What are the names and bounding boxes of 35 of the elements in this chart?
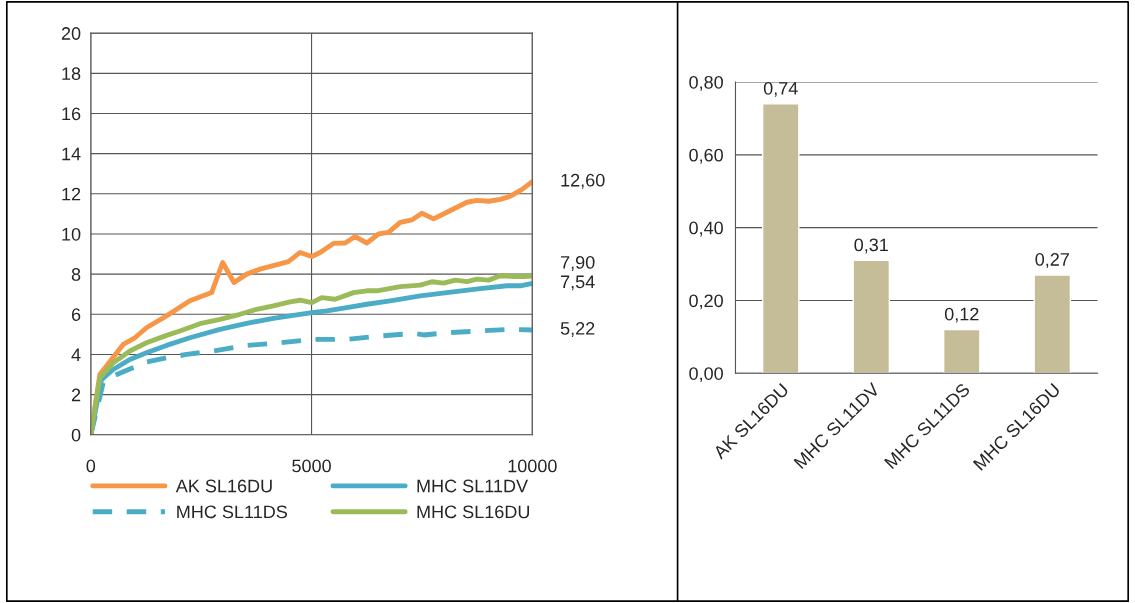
y-tick-label: 14 [62,147,81,161]
y-tick-label: 0,80 [689,75,723,91]
y-tick-label: 6 [71,308,81,321]
y-tick-label: 4 [71,348,81,361]
y-tick-label: 0,40 [689,221,723,237]
y-tick-label: 0 [71,428,81,442]
y-tick-label: 18 [62,67,81,81]
x-tick-label: 5000 [292,459,331,473]
legend-label: MHC SL11DV [417,479,528,493]
y-tick-label: 12 [62,187,81,201]
data-label: 12,60 [561,173,605,189]
y-tick-label: 0,20 [689,294,723,310]
y-tick-label: 10 [62,227,81,241]
y-tick-label: 20 [61,27,81,40]
data-label: 0,31 [854,238,888,254]
data-label: 7,54 [561,275,595,291]
data-label: 5,22 [560,322,595,337]
y-tick-label: 2 [71,388,81,402]
legend-label: AK SL16DU [175,479,272,493]
x-tick-label: 10000 [508,459,557,473]
y-tick-label: 0,00 [689,367,723,383]
y-tick-label: 16 [62,107,81,121]
legend-label: MHC SL16DU [417,505,530,519]
bar [852,259,891,374]
data-label: 0,12 [944,307,979,323]
y-tick-label: 8 [71,268,81,281]
data-label: 0,74 [763,81,798,97]
bar [942,328,981,374]
data-label: 7,90 [561,255,595,271]
legend-label: MHC SL11DS [177,505,287,519]
bar [1033,274,1072,374]
y-tick-label: 0,60 [689,148,723,164]
x-tick-label: 0 [86,459,96,473]
data-label: 0,27 [1035,253,1069,268]
bar [761,103,800,374]
